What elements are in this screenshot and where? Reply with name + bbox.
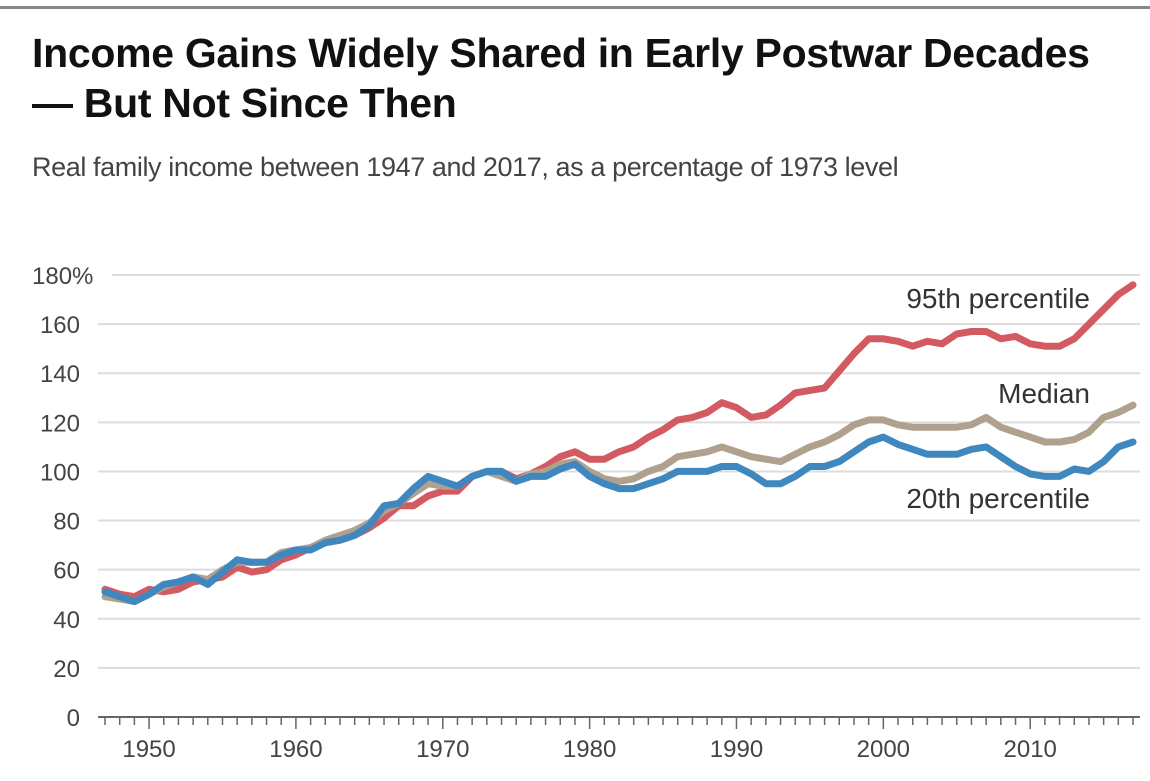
series-label: 95th percentile	[906, 283, 1090, 314]
y-tick-label: 40	[53, 607, 80, 634]
y-tick-label: 140	[40, 361, 80, 388]
chart-title: Income Gains Widely Shared in Early Post…	[32, 30, 1090, 126]
series-line-20th-percentile	[101, 433, 1137, 606]
series-label: Median	[998, 378, 1090, 409]
x-tick-label: 1990	[710, 736, 763, 763]
y-tick-label: 120	[40, 410, 80, 437]
x-tick-label: 1970	[416, 736, 469, 763]
x-tick-label: 2010	[1004, 736, 1057, 763]
y-tick-label: 60	[53, 558, 80, 585]
y-tick-label: 100	[40, 459, 80, 486]
series-line-95th-percentile	[101, 281, 1137, 601]
y-tick-label: 0	[67, 705, 80, 732]
series-label: 20th percentile	[906, 483, 1090, 514]
y-tick-label: 180%	[32, 263, 93, 290]
x-tick-label: 2000	[857, 736, 910, 763]
y-tick-label: 20	[53, 656, 80, 683]
chart-subtitle: Real family income between 1947 and 2017…	[32, 152, 899, 182]
x-tick-label: 1960	[269, 736, 322, 763]
y-tick-label: 80	[53, 509, 80, 536]
x-tick-label: 1950	[122, 736, 175, 763]
top-rule	[0, 6, 1150, 9]
y-tick-label: 160	[40, 312, 80, 339]
x-tick-label: 1980	[563, 736, 616, 763]
